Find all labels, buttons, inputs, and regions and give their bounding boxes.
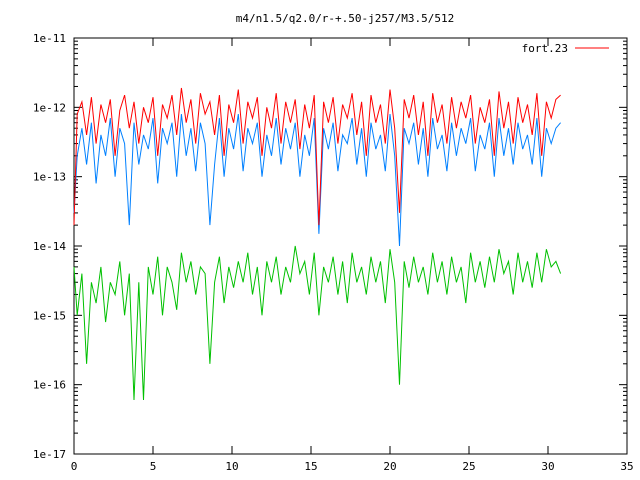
series-line-0 [73, 87, 561, 226]
legend: fort.23 [522, 42, 609, 55]
legend-label: fort.23 [522, 42, 568, 55]
x-tick-label: 35 [620, 460, 633, 473]
chart-title: m4/n1.5/q2.0/r-+.50-j257/M3.5/512 [236, 12, 455, 25]
y-tick-label: 1e-15 [33, 309, 66, 322]
y-tick-label: 1e-16 [33, 379, 66, 392]
axes: 0 5 10 15 20 25 30 35 1e-17 1e-16 1e-15 1e-14 1e-13 1… [33, 32, 634, 473]
x-tick-label: 25 [462, 460, 475, 473]
series-layer [73, 87, 562, 401]
y-tick-label: 1e-17 [33, 448, 66, 461]
series-line-1 [73, 114, 561, 247]
y-tick-label: 1e-12 [33, 101, 66, 114]
x-tick-label: 20 [383, 460, 396, 473]
x-tick-label: 5 [150, 460, 157, 473]
y-tick-label: 1e-14 [33, 240, 66, 253]
series-line-2 [73, 245, 562, 401]
y-tick-label: 1e-11 [33, 32, 66, 45]
x-tick-label: 0 [71, 460, 78, 473]
x-tick-label: 15 [304, 460, 317, 473]
x-tick-label: 30 [541, 460, 554, 473]
x-tick-label: 10 [225, 460, 238, 473]
y-tick-label: 1e-13 [33, 171, 66, 184]
